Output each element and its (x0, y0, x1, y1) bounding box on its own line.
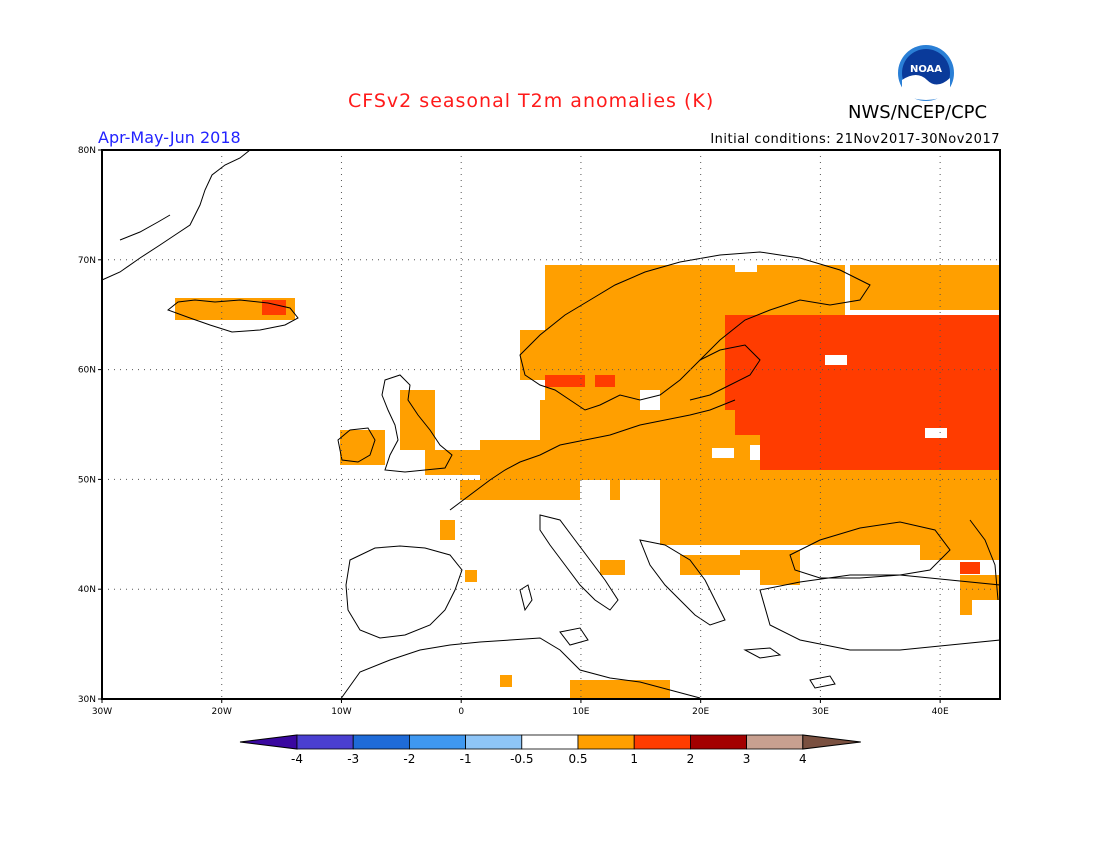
anomaly-cell (725, 315, 1000, 410)
lat-tick-label: 30N (78, 695, 96, 705)
lat-tick-label: 50N (78, 475, 96, 485)
colorbar: -4 -3 -2 -1 -0.5 0.5 1 2 3 4 (239, 734, 861, 766)
lat-tick-label: 60N (78, 366, 96, 376)
anomaly-cell (760, 570, 800, 585)
colorbar-swatch (690, 734, 748, 750)
lon-tick-label: 10E (572, 707, 589, 717)
anomaly-cell (850, 265, 1000, 310)
colorbar-arrow-right (802, 734, 861, 750)
lon-tick-label: 20W (212, 707, 232, 717)
anomaly-cell (570, 680, 670, 700)
noaa-logo: NOAA (898, 45, 954, 101)
coastlines (101, 149, 1001, 701)
anomaly-cell (600, 560, 625, 575)
lat-tick-label: 80N (78, 146, 96, 156)
anomaly-cell (520, 330, 560, 380)
anomaly-cell (500, 675, 512, 687)
organization-label: NWS/NCEP/CPC (848, 102, 988, 123)
anomaly-cell (680, 555, 740, 575)
lon-tick-label: 30E (812, 707, 829, 717)
anomaly-cell (262, 300, 286, 315)
colorbar-label: 4 (799, 752, 807, 766)
anomaly-cell (960, 575, 1000, 600)
anomaly-cell (830, 500, 1000, 545)
anomaly-gap (735, 262, 757, 272)
anomaly-cell (425, 450, 490, 475)
anomaly-cell (465, 570, 477, 582)
anomaly-cell (960, 600, 972, 615)
anomaly-cell (920, 540, 1000, 560)
colorbar-label: 0.5 (568, 752, 587, 766)
colorbar-swatch (465, 734, 523, 750)
colorbar-label: -2 (403, 752, 415, 766)
anomaly-cells (175, 262, 1000, 700)
colorbar-label: -1 (460, 752, 472, 766)
anomaly-cell (545, 375, 585, 387)
colorbar-label: 2 (687, 752, 695, 766)
colorbar-label: 3 (743, 752, 751, 766)
colorbar-swatch (296, 734, 354, 750)
lon-tick-label: 10W (331, 707, 351, 717)
colorbar-swatch (633, 734, 691, 750)
colorbar-swatch (408, 734, 466, 750)
anomaly-cell (740, 550, 800, 570)
anomaly-cell (735, 395, 815, 435)
lat-tick-label: 70N (78, 256, 96, 266)
anomaly-gap (712, 448, 734, 458)
lon-tick-label: 30W (92, 707, 112, 717)
logo-text: NOAA (910, 64, 942, 75)
colorbar-swatch (352, 734, 410, 750)
colorbar-label: 1 (630, 752, 638, 766)
lon-tick-label: 20E (692, 707, 709, 717)
anomaly-gap (925, 428, 947, 438)
map-frame (101, 149, 1001, 700)
anomaly-cell (595, 375, 615, 387)
colorbar-swatch (577, 734, 635, 750)
anomaly-gap (640, 390, 660, 410)
anomaly-gap (620, 480, 660, 500)
colorbar-label: -4 (291, 752, 303, 766)
anomaly-cell (960, 562, 980, 574)
anomaly-cell (600, 280, 740, 330)
colorbar-swatch (521, 734, 579, 750)
initial-conditions-label: Initial conditions: 21Nov2017-30Nov2017 (710, 132, 1000, 147)
season-label: Apr-May-Jun 2018 (98, 128, 241, 147)
colorbar-label: -3 (347, 752, 359, 766)
lat-tick-label: 40N (78, 585, 96, 595)
anomaly-gap (825, 355, 847, 365)
colorbar-swatch (746, 734, 804, 750)
anomaly-gap (580, 480, 610, 500)
colorbar-arrow-left (239, 734, 298, 750)
map-title: CFSv2 seasonal T2m anomalies (K) (348, 90, 715, 112)
colorbar-label: -0.5 (510, 752, 533, 766)
anomaly-cell (460, 480, 550, 500)
lon-tick-label: 40E (932, 707, 949, 717)
anomaly-cell (440, 520, 455, 540)
anomaly-cell (400, 390, 435, 450)
lon-tick-label: 0 (458, 707, 464, 717)
